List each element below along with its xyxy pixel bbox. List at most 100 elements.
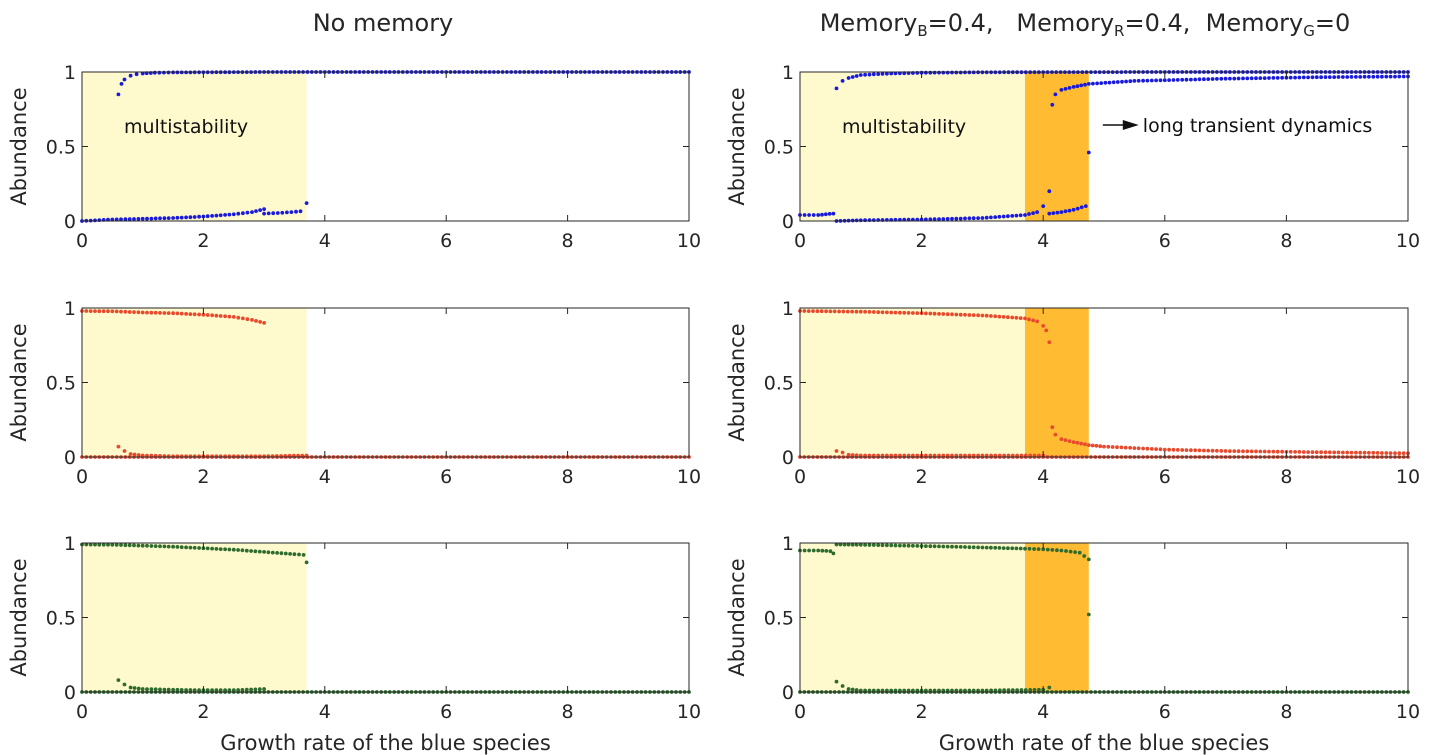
data-point — [816, 213, 821, 217]
y-tick-label: 0 — [782, 211, 794, 233]
data-point — [1236, 76, 1241, 81]
data-point — [110, 542, 115, 547]
data-point — [1145, 446, 1150, 451]
data-point — [1123, 445, 1128, 450]
data-point — [179, 545, 184, 550]
x-tick-label: 0 — [76, 701, 88, 723]
x-tick-label: 6 — [440, 701, 452, 723]
data-point — [1314, 75, 1319, 80]
data-point — [116, 678, 121, 682]
data-point — [928, 70, 933, 75]
y-tick-label: 0.5 — [764, 137, 794, 159]
data-point — [1001, 315, 1006, 319]
data-point — [842, 542, 847, 547]
data-point — [831, 551, 836, 556]
data-point — [1167, 78, 1171, 82]
data-point — [1288, 449, 1293, 454]
data-point — [915, 311, 920, 315]
data-point — [1393, 74, 1397, 79]
data-point — [858, 73, 863, 77]
data-point — [1388, 451, 1393, 455]
data-point — [950, 544, 954, 549]
data-point — [175, 311, 180, 316]
y-tick-label: 0 — [64, 447, 76, 469]
x-tick-label: 6 — [1159, 701, 1171, 723]
data-point — [179, 311, 184, 316]
data-point — [980, 216, 985, 220]
y-tick-label: 0.5 — [46, 137, 76, 159]
data-point — [1293, 75, 1297, 80]
data-point — [254, 319, 258, 323]
data-point — [123, 309, 128, 314]
data-point — [241, 211, 245, 216]
data-point — [858, 309, 863, 314]
data-point — [1162, 447, 1167, 452]
data-point — [816, 548, 821, 553]
data-point — [945, 312, 950, 317]
data-point — [885, 310, 889, 315]
data-point — [240, 548, 245, 553]
data-point — [958, 545, 963, 549]
data-point — [854, 309, 859, 314]
data-point — [253, 549, 258, 554]
data-point — [257, 687, 262, 692]
data-point — [1063, 209, 1068, 214]
data-point — [1010, 315, 1015, 320]
data-point — [911, 543, 915, 548]
data-point — [1332, 75, 1337, 79]
y-tick-label: 0 — [782, 682, 794, 704]
data-point — [1086, 443, 1091, 447]
data-point — [915, 544, 920, 548]
data-point — [819, 309, 824, 314]
data-point — [1031, 318, 1035, 323]
data-point — [1111, 80, 1116, 85]
x-tick-label: 0 — [76, 466, 88, 488]
data-point — [880, 72, 885, 76]
data-point — [149, 310, 154, 315]
data-point — [1075, 206, 1080, 211]
data-point — [1141, 78, 1145, 83]
data-point — [285, 210, 289, 215]
data-point — [924, 70, 928, 75]
data-point — [158, 544, 162, 549]
data-point — [807, 548, 811, 553]
y-axis-label: Abundance — [725, 87, 749, 205]
data-point — [275, 551, 279, 555]
data-point — [1051, 211, 1056, 216]
data-point — [832, 309, 837, 314]
data-point — [834, 679, 839, 684]
data-point — [188, 545, 193, 550]
x-tick-label: 2 — [916, 701, 928, 723]
data-point — [1241, 449, 1245, 454]
data-point — [967, 545, 972, 550]
data-point — [188, 312, 193, 316]
data-point — [802, 213, 807, 217]
data-point — [989, 215, 993, 220]
data-point — [218, 547, 223, 551]
data-point — [236, 548, 241, 552]
data-point — [1319, 450, 1323, 455]
data-point — [1171, 447, 1176, 452]
data-point — [1202, 448, 1206, 453]
data-points — [798, 70, 1410, 223]
data-point — [876, 543, 881, 547]
y-tick-label: 1 — [64, 533, 76, 555]
shaded-region — [82, 308, 307, 457]
data-point — [871, 310, 876, 314]
data-point — [127, 217, 132, 222]
data-point — [1193, 77, 1198, 82]
data-point — [1210, 77, 1215, 81]
data-point — [1132, 79, 1137, 83]
x-tick-label: 8 — [562, 701, 574, 723]
data-point — [231, 212, 236, 217]
data-point — [932, 217, 937, 222]
data-point — [1047, 211, 1052, 216]
data-point — [171, 311, 176, 316]
data-point — [1050, 102, 1055, 107]
shaded-region — [1024, 72, 1089, 221]
y-axis-label: Abundance — [7, 558, 31, 676]
data-point — [971, 216, 976, 221]
x-tick-label: 0 — [76, 230, 88, 252]
data-point — [97, 309, 102, 314]
data-point — [127, 310, 132, 314]
